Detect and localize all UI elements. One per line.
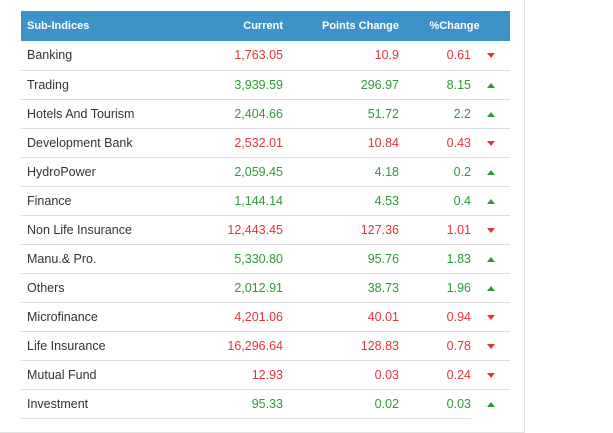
- current-value: 12,443.45: [179, 215, 283, 245]
- pct-change-value: 1.83: [399, 244, 471, 274]
- current-value: 12.93: [179, 360, 283, 390]
- points-change-value: 0.02: [283, 389, 399, 419]
- table-row[interactable]: Life Insurance 16,296.64 128.83 0.78: [21, 331, 510, 361]
- sub-index-name[interactable]: Life Insurance: [21, 331, 179, 361]
- points-change-value: 296.97: [283, 70, 399, 100]
- triangle-up-icon: [486, 256, 495, 262]
- table-row[interactable]: Hotels And Tourism 2,404.66 51.72 2.2: [21, 99, 510, 129]
- triangle-down-icon: [486, 314, 495, 320]
- current-value: 2,532.01: [179, 128, 283, 158]
- pct-change-value: 0.03: [399, 389, 471, 419]
- trend-cell: [471, 302, 510, 332]
- column-header-pct-change[interactable]: %Change: [429, 20, 480, 32]
- sub-indices-table: Sub-Indices Current Points Change %Chang…: [21, 11, 510, 419]
- triangle-down-icon: [486, 227, 495, 233]
- points-change-value: 38.73: [283, 273, 399, 303]
- sub-index-name[interactable]: Others: [21, 273, 179, 303]
- sub-index-name[interactable]: Finance: [21, 186, 179, 216]
- triangle-up-icon: [486, 169, 495, 175]
- trend-cell: [471, 215, 510, 245]
- table-row[interactable]: Finance 1,144.14 4.53 0.4: [21, 186, 510, 216]
- triangle-down-icon: [486, 372, 495, 378]
- trend-cell: [471, 389, 510, 418]
- column-header-sub-indices[interactable]: Sub-Indices: [27, 20, 90, 32]
- table-row[interactable]: Others 2,012.91 38.73 1.96: [21, 273, 510, 303]
- current-value: 2,404.66: [179, 99, 283, 129]
- points-change-value: 10.84: [283, 128, 399, 158]
- trend-cell: [471, 128, 510, 158]
- table-row[interactable]: Mutual Fund 12.93 0.03 0.24: [21, 360, 510, 390]
- pct-change-value: 1.96: [399, 273, 471, 303]
- sub-index-name[interactable]: Hotels And Tourism: [21, 99, 179, 129]
- current-value: 95.33: [179, 389, 283, 419]
- table-row[interactable]: Trading 3,939.59 296.97 8.15: [21, 70, 510, 100]
- triangle-up-icon: [486, 82, 495, 88]
- sub-indices-panel: Sub-Indices Current Points Change %Chang…: [0, 0, 525, 433]
- trend-cell: [471, 186, 510, 216]
- current-value: 4,201.06: [179, 302, 283, 332]
- points-change-value: 4.53: [283, 186, 399, 216]
- table-row[interactable]: Manu.& Pro. 5,330.80 95.76 1.83: [21, 244, 510, 274]
- trend-cell: [471, 41, 510, 71]
- pct-change-value: 0.61: [399, 41, 471, 71]
- triangle-down-icon: [486, 53, 495, 59]
- current-value: 5,330.80: [179, 244, 283, 274]
- triangle-up-icon: [486, 198, 495, 204]
- pct-change-value: 8.15: [399, 70, 471, 100]
- trend-cell: [471, 99, 510, 129]
- points-change-value: 40.01: [283, 302, 399, 332]
- sub-index-name[interactable]: Investment: [21, 389, 179, 419]
- table-row[interactable]: Investment 95.33 0.02 0.03: [21, 389, 510, 419]
- pct-change-value: 0.2: [399, 157, 471, 187]
- current-value: 1,144.14: [179, 186, 283, 216]
- points-change-value: 128.83: [283, 331, 399, 361]
- sub-index-name[interactable]: Banking: [21, 41, 179, 71]
- table-row[interactable]: Development Bank 2,532.01 10.84 0.43: [21, 128, 510, 158]
- trend-cell: [471, 70, 510, 100]
- pct-change-value: 0.24: [399, 360, 471, 390]
- points-change-value: 51.72: [283, 99, 399, 129]
- pct-change-value: 2.2: [399, 99, 471, 129]
- current-value: 16,296.64: [179, 331, 283, 361]
- triangle-up-icon: [486, 111, 495, 117]
- table-row[interactable]: HydroPower 2,059.45 4.18 0.2: [21, 157, 510, 187]
- points-change-value: 95.76: [283, 244, 399, 274]
- sub-index-name[interactable]: Trading: [21, 70, 179, 100]
- pct-change-value: 0.78: [399, 331, 471, 361]
- current-value: 1,763.05: [179, 41, 283, 71]
- triangle-up-icon: [486, 401, 495, 407]
- triangle-down-icon: [486, 140, 495, 146]
- sub-index-name[interactable]: Development Bank: [21, 128, 179, 158]
- sub-index-name[interactable]: HydroPower: [21, 157, 179, 187]
- sub-index-name[interactable]: Manu.& Pro.: [21, 244, 179, 274]
- trend-cell: [471, 157, 510, 187]
- table-row[interactable]: Banking 1,763.05 10.9 0.61: [21, 41, 510, 71]
- current-value: 3,939.59: [179, 70, 283, 100]
- pct-change-value: 0.94: [399, 302, 471, 332]
- sub-index-name[interactable]: Mutual Fund: [21, 360, 179, 390]
- points-change-value: 0.03: [283, 360, 399, 390]
- column-header-current[interactable]: Current: [243, 20, 283, 32]
- trend-cell: [471, 273, 510, 303]
- current-value: 2,012.91: [179, 273, 283, 303]
- current-value: 2,059.45: [179, 157, 283, 187]
- pct-change-value: 0.43: [399, 128, 471, 158]
- trend-cell: [471, 244, 510, 274]
- table-row[interactable]: Non Life Insurance 12,443.45 127.36 1.01: [21, 215, 510, 245]
- trend-cell: [471, 360, 510, 390]
- points-change-value: 4.18: [283, 157, 399, 187]
- triangle-up-icon: [486, 285, 495, 291]
- trend-cell: [471, 331, 510, 361]
- sub-index-name[interactable]: Non Life Insurance: [21, 215, 179, 245]
- triangle-down-icon: [486, 343, 495, 349]
- sub-index-name[interactable]: Microfinance: [21, 302, 179, 332]
- points-change-value: 127.36: [283, 215, 399, 245]
- pct-change-value: 1.01: [399, 215, 471, 245]
- column-header-points-change[interactable]: Points Change: [321, 20, 399, 32]
- pct-change-value: 0.4: [399, 186, 471, 216]
- points-change-value: 10.9: [283, 41, 399, 71]
- table-row[interactable]: Microfinance 4,201.06 40.01 0.94: [21, 302, 510, 332]
- table-header-row: Sub-Indices Current Points Change %Chang…: [21, 11, 510, 41]
